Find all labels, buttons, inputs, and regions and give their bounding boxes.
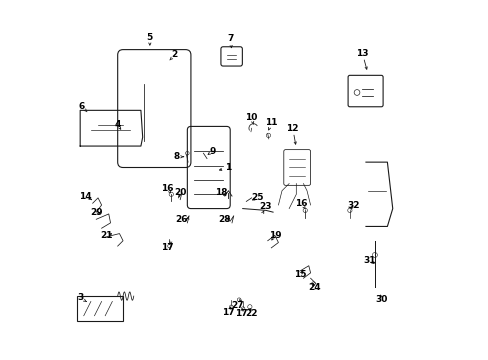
Text: 18: 18: [215, 188, 227, 197]
Text: 4: 4: [114, 120, 121, 129]
Text: 28: 28: [218, 215, 231, 224]
Text: 2: 2: [171, 50, 178, 59]
Text: 16: 16: [295, 199, 307, 208]
Text: 10: 10: [245, 113, 257, 122]
Text: 31: 31: [363, 256, 375, 265]
Text: 30: 30: [375, 295, 387, 304]
Text: 16: 16: [161, 184, 174, 193]
Text: 17: 17: [222, 308, 234, 317]
Text: 9: 9: [209, 147, 215, 156]
Text: 1: 1: [225, 163, 231, 172]
Text: 11: 11: [264, 118, 277, 127]
Text: 25: 25: [250, 193, 263, 202]
Text: 8: 8: [173, 152, 180, 161]
Text: 23: 23: [259, 202, 272, 211]
Text: 5: 5: [146, 33, 153, 42]
Text: 26: 26: [175, 215, 188, 224]
Text: 12: 12: [286, 124, 298, 133]
Text: 21: 21: [101, 231, 113, 240]
Text: 15: 15: [293, 270, 305, 279]
Text: 32: 32: [346, 201, 359, 210]
Bar: [77, 296, 123, 321]
Text: 6: 6: [79, 102, 85, 111]
Text: 29: 29: [90, 208, 102, 217]
Text: 13: 13: [355, 49, 368, 58]
Text: 3: 3: [77, 293, 83, 302]
Text: 27: 27: [230, 301, 243, 310]
Text: 17: 17: [161, 243, 174, 252]
Text: 19: 19: [268, 231, 281, 240]
Text: 17: 17: [234, 310, 247, 319]
Text: 22: 22: [245, 310, 257, 319]
Text: 24: 24: [307, 283, 320, 292]
Text: 14: 14: [79, 192, 92, 201]
Text: 7: 7: [226, 35, 233, 44]
Text: 20: 20: [174, 188, 186, 197]
